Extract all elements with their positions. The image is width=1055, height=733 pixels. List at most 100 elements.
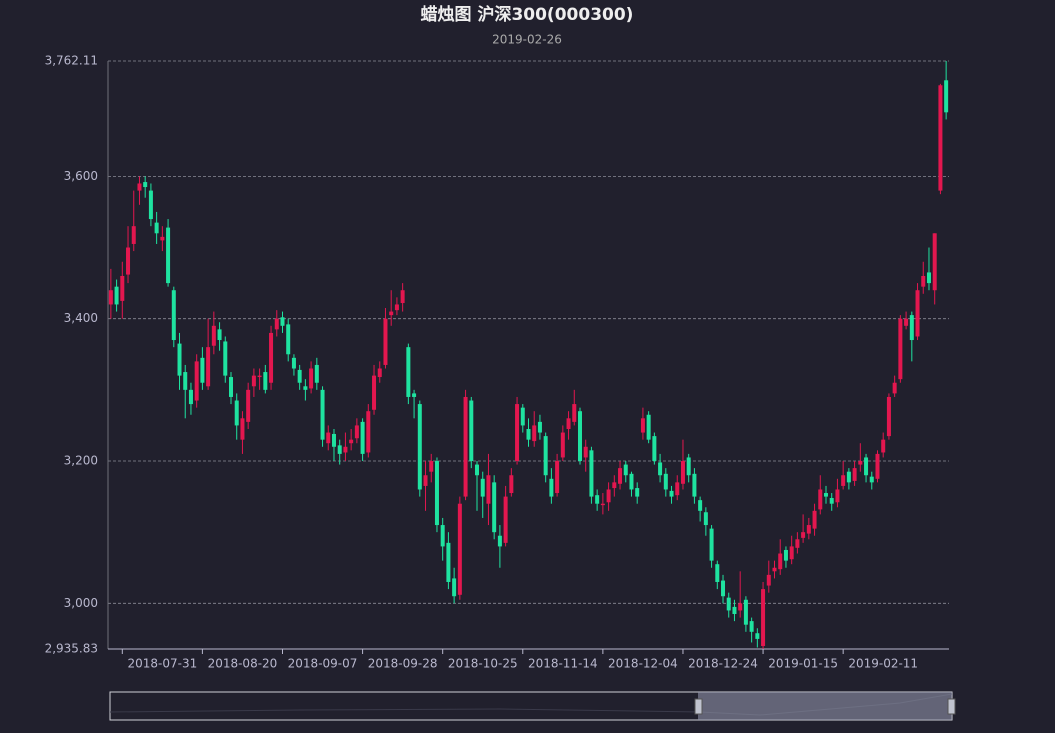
- candle-body: [417, 404, 422, 490]
- candle-body: [726, 597, 731, 611]
- candle-body: [675, 482, 680, 496]
- candle-body: [383, 318, 388, 365]
- candle-body: [555, 461, 560, 494]
- candle-body: [738, 603, 743, 611]
- candle-body: [532, 425, 537, 442]
- candle-body: [898, 318, 903, 380]
- candle-body: [377, 368, 382, 378]
- candle-body: [229, 377, 234, 397]
- candle-body: [469, 400, 474, 462]
- candle-body: [503, 496, 508, 543]
- candle-body: [320, 389, 325, 440]
- candle-body: [349, 439, 354, 444]
- candle-body: [160, 236, 165, 241]
- candle-body: [154, 222, 159, 234]
- candle-body: [137, 183, 142, 191]
- candle-body: [778, 553, 783, 570]
- candle-body: [789, 546, 794, 560]
- candle-body: [497, 535, 502, 547]
- candle-body: [108, 290, 113, 305]
- candle-body: [400, 290, 405, 304]
- data-zoom[interactable]: [109, 691, 956, 721]
- candle-body: [761, 589, 766, 647]
- candle-body: [337, 445, 342, 454]
- zoom-handle-left[interactable]: [694, 698, 703, 715]
- candle-body: [612, 482, 617, 489]
- candle-body: [148, 190, 153, 220]
- candle-body: [257, 375, 262, 378]
- candle-body: [618, 468, 623, 484]
- candle-body: [206, 347, 211, 387]
- candle-body: [904, 318, 909, 326]
- y-tick-label: 3,600: [64, 169, 98, 183]
- candle-body: [640, 418, 645, 433]
- candle-body: [600, 503, 605, 506]
- candle-body: [749, 621, 754, 632]
- y-tick-label: 3,762.11: [45, 54, 98, 68]
- candle-body: [572, 404, 577, 422]
- candle-body: [126, 247, 131, 275]
- candle-body: [858, 461, 863, 465]
- x-tick-label: 2018-12-24: [688, 657, 758, 671]
- candle-body: [669, 490, 674, 497]
- candle-body: [835, 489, 840, 503]
- candle-body: [921, 275, 926, 287]
- candle-body: [732, 606, 737, 615]
- candle-body: [635, 488, 640, 497]
- chart-title: 蜡烛图 沪深300(000300): [421, 4, 634, 25]
- x-tick-label: 2018-10-25: [448, 657, 518, 671]
- candle-body: [457, 503, 462, 595]
- zoom-window[interactable]: [698, 692, 952, 720]
- candle-body: [475, 464, 480, 476]
- candle-body: [881, 439, 886, 453]
- candle-body: [143, 182, 148, 188]
- candle-body: [680, 461, 685, 484]
- candle-body: [223, 341, 228, 376]
- candle-body: [841, 475, 846, 486]
- candle-body: [434, 461, 439, 526]
- candle-body: [452, 578, 457, 597]
- candle-body: [343, 446, 348, 453]
- zoom-handle-right[interactable]: [947, 698, 956, 715]
- candle-body: [280, 317, 285, 326]
- candle-body: [211, 325, 216, 346]
- candle-body: [234, 400, 239, 426]
- candle-body: [715, 564, 720, 582]
- candle-body: [692, 473, 697, 497]
- y-tick-label: 3,200: [64, 454, 98, 468]
- candle-body: [297, 369, 302, 383]
- candle-body: [549, 478, 554, 497]
- candle-body: [263, 372, 268, 390]
- candle-body: [698, 500, 703, 511]
- candle-body: [743, 599, 748, 625]
- candle-body: [823, 493, 828, 497]
- candle-body: [269, 332, 274, 383]
- candle-body: [389, 311, 394, 316]
- candle-body: [806, 525, 811, 534]
- y-tick-label: 2,935.83: [45, 642, 98, 656]
- candle-body: [875, 453, 880, 479]
- candle-body: [829, 498, 834, 504]
- candle-body: [509, 475, 514, 494]
- candle-body: [537, 421, 542, 433]
- candle-body: [177, 343, 182, 376]
- x-tick-label: 2018-09-28: [368, 657, 438, 671]
- candle-body: [629, 473, 634, 490]
- candle-body: [286, 324, 291, 355]
- candle-body: [595, 495, 600, 504]
- candle-body: [326, 432, 331, 444]
- candle-body: [915, 290, 920, 337]
- candle-body: [652, 436, 657, 462]
- candle-body: [200, 357, 205, 383]
- x-tick-label: 2019-01-15: [768, 657, 838, 671]
- candle-body: [783, 549, 788, 561]
- candle-body: [171, 290, 176, 341]
- candle-body: [721, 580, 726, 597]
- candle-body: [795, 539, 800, 548]
- candle-body: [360, 421, 365, 454]
- candle-body: [703, 512, 708, 526]
- candle-body: [892, 382, 897, 394]
- candle-body: [566, 418, 571, 429]
- candle-body: [606, 489, 611, 503]
